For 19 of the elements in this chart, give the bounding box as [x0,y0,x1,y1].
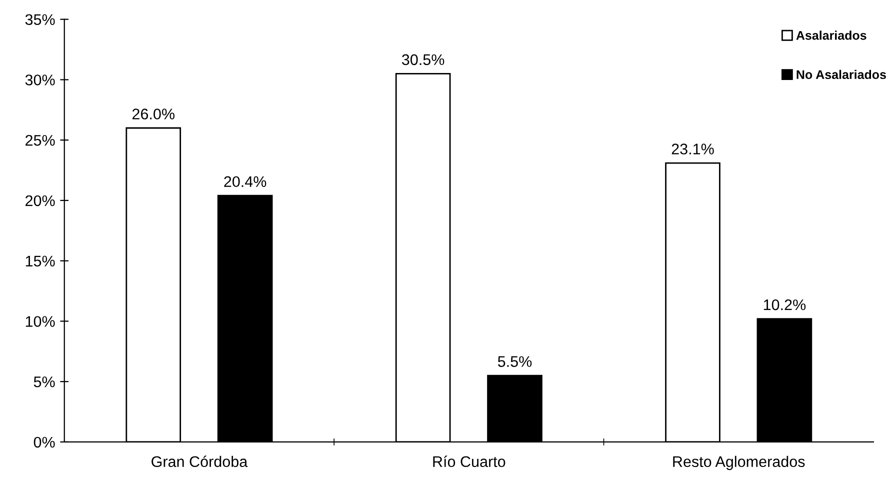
y-tick-label: 30% [25,74,55,86]
x-tick-label: Resto Aglomerados [673,456,805,470]
y-tick-label: 20% [26,195,55,206]
y-tick-label: 0% [34,436,55,448]
y-tick-label: 10% [26,316,55,327]
data-label: 30.5% [402,54,444,66]
y-tick-label: 25% [26,134,55,146]
legend-label: No Asalariados [796,70,886,80]
y-tick-label: 5% [34,376,55,388]
y-tick-label: 35% [25,14,55,26]
data-label: 20.4% [224,176,266,188]
x-tick-label: Gran Córdoba [152,456,248,468]
data-label: 26.0% [132,108,174,120]
data-label: 23.1% [672,144,714,154]
data-label: 10.2% [764,299,806,310]
y-tick-label: 15% [26,256,55,267]
legend-label: Asalariados [796,30,866,40]
x-tick-label: Río Cuarto [433,456,506,468]
data-label: 5.5% [498,356,532,367]
